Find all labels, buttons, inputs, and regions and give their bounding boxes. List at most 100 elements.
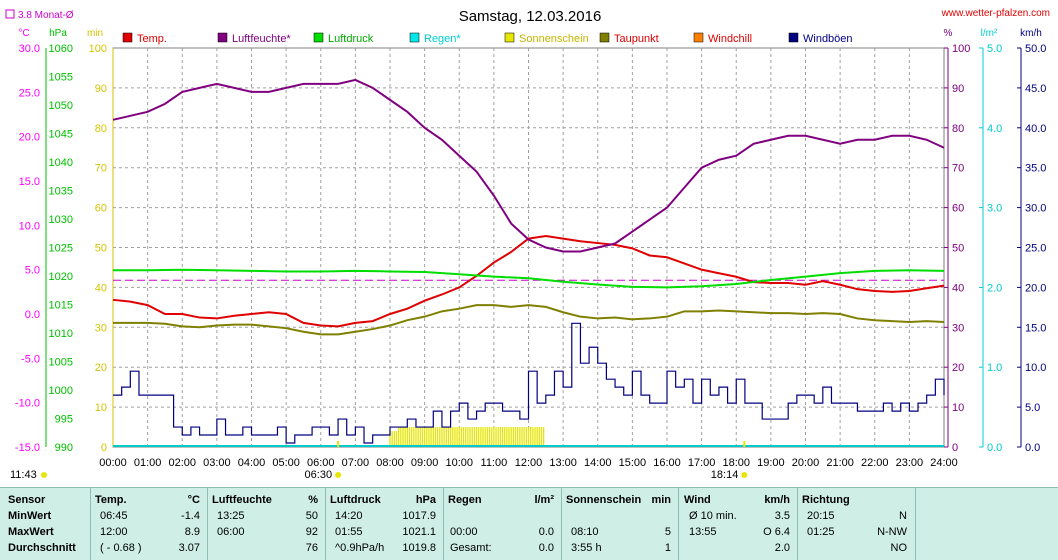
legend-label: Luftdruck xyxy=(328,33,374,45)
table-divider xyxy=(90,488,91,560)
table-cell-time: Ø 10 min. xyxy=(689,510,737,522)
humidity-axis-tick-label: 0 xyxy=(952,442,958,454)
source-link[interactable]: www.wetter-pfalzen.com xyxy=(941,8,1050,19)
temp-axis-tick-label: 15.0 xyxy=(19,176,40,188)
table-cell-value: 1 xyxy=(664,542,671,554)
x-tick-label: 17:00 xyxy=(688,457,716,469)
x-tick-label: 00:00 xyxy=(99,457,127,469)
x-tick-label: 09:00 xyxy=(411,457,439,469)
rain-axis-tick-label: 4.0 xyxy=(987,123,1002,135)
table-cell-time: 00:00 xyxy=(450,526,478,538)
sunshine-axis-tick-label: 10 xyxy=(95,402,107,414)
month-avg-swatch xyxy=(5,9,15,19)
humidity-axis-tick-label: 50 xyxy=(952,243,964,255)
humidity-axis-tick-label: 60 xyxy=(952,203,964,215)
table-divider xyxy=(561,488,562,560)
table-cell-time: 01:55 xyxy=(335,526,363,538)
humidity-axis-tick-label: 40 xyxy=(952,282,964,294)
table-divider xyxy=(443,488,444,560)
x-tick-label: 01:00 xyxy=(134,457,162,469)
table-cell-value: 5 xyxy=(664,526,671,538)
table-divider xyxy=(915,488,916,560)
table-cell-value: 0.0 xyxy=(538,526,554,538)
legend-swatch xyxy=(217,32,228,43)
chart-title: Samstag, 12.03.2016 xyxy=(459,8,602,25)
temp-axis-tick-label: -10.0 xyxy=(15,398,40,410)
header-humidity: Luftfeuchte xyxy=(212,494,272,506)
table-cell-value: N xyxy=(899,510,907,522)
wind-axis-tick-label: 10.0 xyxy=(1025,362,1046,374)
wind-axis-tick-label: 45.0 xyxy=(1025,83,1046,95)
sunshine-axis-tick-label: 20 xyxy=(95,362,107,374)
x-tick-label: 03:00 xyxy=(203,457,231,469)
x-tick-label: 16:00 xyxy=(653,457,681,469)
humidity-axis-unit: % xyxy=(944,28,953,39)
wind-axis-tick-label: 5.0 xyxy=(1025,402,1040,414)
x-tick-label: 06:00 xyxy=(307,457,335,469)
x-tick-label: 24:00 xyxy=(930,457,958,469)
sunset-time: 18:14 xyxy=(711,469,739,481)
sunshine-axis-tick-label: 70 xyxy=(95,163,107,175)
wind-axis-tick-label: 0.0 xyxy=(1025,442,1040,454)
x-tick-label: 04:00 xyxy=(238,457,266,469)
table-cell-time: 14:20 xyxy=(335,510,363,522)
header-pressure-unit: hPa xyxy=(415,494,436,506)
legend-label: Regen* xyxy=(424,33,461,45)
wind-axis-tick-label: 50.0 xyxy=(1025,43,1046,55)
x-tick-label: 08:00 xyxy=(376,457,404,469)
table-row-label: Durchschnitt xyxy=(8,542,76,554)
x-tick-label: 19:00 xyxy=(757,457,785,469)
header-sunshine-unit: min xyxy=(651,494,671,506)
sunshine-axis-tick-label: 60 xyxy=(95,203,107,215)
temp-axis-tick-label: 10.0 xyxy=(19,220,40,232)
pressure-axis-tick-label: 1060 xyxy=(49,43,73,55)
pressure-axis-tick-label: 990 xyxy=(55,442,73,454)
table-cell-value: 76 xyxy=(305,542,318,554)
header-humidity-unit: % xyxy=(308,494,318,506)
humidity-axis-tick-label: 80 xyxy=(952,123,964,135)
table-cell-value: N-NW xyxy=(877,526,907,538)
sunshine-axis-tick-label: 80 xyxy=(95,123,107,135)
rain-axis-tick-label: 2.0 xyxy=(987,282,1002,294)
table-cell-time: Gesamt: xyxy=(450,542,492,554)
temp-axis-tick-label: 20.0 xyxy=(19,132,40,144)
rain-axis-tick-label: 5.0 xyxy=(987,43,1002,55)
pressure-axis-unit: hPa xyxy=(49,28,67,39)
table-cell-value: 2.0 xyxy=(774,542,790,554)
table-cell-value: 3.5 xyxy=(774,510,790,522)
temp-axis-tick-label: -15.0 xyxy=(15,442,40,454)
legend-label: Windböen xyxy=(803,33,853,45)
humidity-axis-tick-label: 90 xyxy=(952,83,964,95)
x-tick-label: 20:00 xyxy=(792,457,820,469)
statistics-table: Sensor Temp. °C Luftfeuchte% Luftdruck hPa Reg… xyxy=(0,487,1058,560)
header-rain-unit: l/m² xyxy=(534,494,554,506)
table-cell-value: 3.07 xyxy=(178,542,200,554)
wind-axis-tick-label: 15.0 xyxy=(1025,322,1046,334)
pressure-axis-tick-label: 1000 xyxy=(49,385,73,397)
header-wind: Wind xyxy=(684,494,711,506)
table-cell-time: 13:55 xyxy=(689,526,717,538)
temp-axis-tick-label: 30.0 xyxy=(19,43,40,55)
header-temp: Temp. xyxy=(95,494,127,506)
humidity-axis-tick-label: 20 xyxy=(952,362,964,374)
header-direction: Richtung xyxy=(802,494,850,506)
pressure-axis-tick-label: 1045 xyxy=(49,129,73,141)
temp-axis-tick-label: -5.0 xyxy=(21,353,40,365)
table-divider xyxy=(678,488,679,560)
x-tick-label: 05:00 xyxy=(272,457,300,469)
daylength-label: 11:43 xyxy=(10,469,37,481)
legend-swatch xyxy=(409,32,420,43)
table-divider xyxy=(325,488,326,560)
humidity-axis-tick-label: 30 xyxy=(952,322,964,334)
weather-chart: Samstag, 12.03.2016 www.wetter-pfalzen.c… xyxy=(5,8,1050,481)
pressure-axis-tick-label: 1040 xyxy=(49,157,73,169)
pressure-axis-tick-label: 1015 xyxy=(49,300,73,312)
wind-axis-tick-label: 25.0 xyxy=(1025,243,1046,255)
table-divider xyxy=(207,488,208,560)
temp-axis-tick-label: 5.0 xyxy=(25,265,40,277)
sunrise-sun-icon xyxy=(335,472,342,478)
pressure-axis-tick-label: 1035 xyxy=(49,186,73,198)
table-cell-time: 3:55 h xyxy=(571,542,602,554)
table-cell-value: O 6.4 xyxy=(763,526,790,538)
pressure-axis-tick-label: 1005 xyxy=(49,357,73,369)
